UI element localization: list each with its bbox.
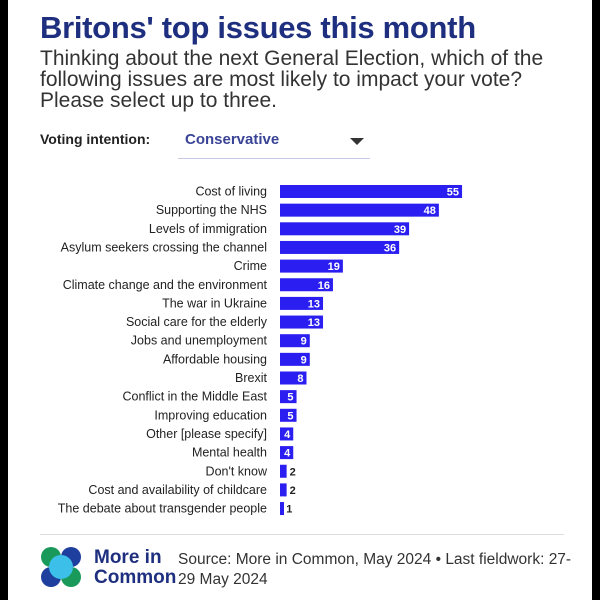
logo-text-line: Common <box>94 567 177 588</box>
voting-intention-dropdown[interactable]: Conservative <box>178 124 370 159</box>
data-label: 55 <box>447 187 459 199</box>
bar <box>280 185 463 198</box>
bar <box>280 446 294 460</box>
category-label: Other [please specify] <box>146 427 267 441</box>
bar <box>280 240 400 254</box>
bar <box>280 259 343 273</box>
category-label: Improving education <box>154 408 267 422</box>
bar <box>280 315 324 329</box>
chevron-down-icon <box>350 138 364 145</box>
bar <box>280 408 297 422</box>
category-label: The debate about transgender people <box>58 502 267 516</box>
source-note: Source: More in Common, May 2024 • Last … <box>178 551 572 588</box>
dropdown-value: Conservative <box>185 131 280 148</box>
category-label: Cost of living <box>195 185 267 199</box>
logo-text-line: More in <box>94 547 162 568</box>
bar <box>280 464 287 478</box>
category-label: Levels of immigration <box>149 222 267 236</box>
data-label: 5 <box>287 392 293 404</box>
data-label: 39 <box>394 224 406 236</box>
data-label: 19 <box>328 261 340 273</box>
category-label: Conflict in the Middle East <box>122 390 267 404</box>
subtitle: Thinking about the next General Election… <box>40 47 544 112</box>
data-label: 4 <box>284 448 291 460</box>
data-label: 36 <box>384 242 396 254</box>
category-label: Affordable housing <box>163 352 267 366</box>
more-in-common-logo-icon <box>41 547 81 587</box>
data-label: 48 <box>424 205 436 217</box>
bar <box>280 334 310 348</box>
bar <box>280 278 333 292</box>
data-label: 2 <box>290 466 296 478</box>
data-label: 13 <box>308 298 320 310</box>
category-label: Climate change and the environment <box>63 278 268 292</box>
data-label: 16 <box>318 280 330 292</box>
bar <box>280 222 410 236</box>
category-label: Mental health <box>192 446 267 460</box>
category-label: Social care for the elderly <box>126 315 268 329</box>
category-label: Brexit <box>235 371 267 385</box>
data-label: 13 <box>308 317 320 329</box>
category-label: Supporting the NHS <box>156 203 267 217</box>
data-label: 2 <box>290 485 296 497</box>
data-label: 8 <box>297 373 303 385</box>
page-title: Britons' top issues this month <box>40 10 476 45</box>
bar <box>280 203 439 217</box>
bar <box>280 427 294 441</box>
category-label: Don't know <box>206 464 268 478</box>
divider <box>40 534 564 535</box>
bar <box>280 390 297 404</box>
data-label: 4 <box>284 429 291 441</box>
filter-label: Voting intention: <box>40 131 151 147</box>
data-label: 9 <box>301 354 307 366</box>
data-label: 5 <box>287 410 293 422</box>
bar <box>280 502 284 516</box>
category-label: Cost and availability of childcare <box>88 483 267 497</box>
category-label: Crime <box>234 259 267 273</box>
category-label: Jobs and unemployment <box>131 334 268 348</box>
bar <box>280 296 324 310</box>
category-label: Asylum seekers crossing the channel <box>61 240 267 254</box>
data-label: 9 <box>301 336 307 348</box>
logo-text: More in Common <box>94 548 176 588</box>
category-label: The war in Ukraine <box>162 296 267 310</box>
data-label: 1 <box>286 504 292 516</box>
bar <box>280 371 307 385</box>
bar <box>280 352 310 366</box>
bar <box>280 483 287 497</box>
chart-card: Britons' top issues this month Thinking … <box>8 0 592 600</box>
